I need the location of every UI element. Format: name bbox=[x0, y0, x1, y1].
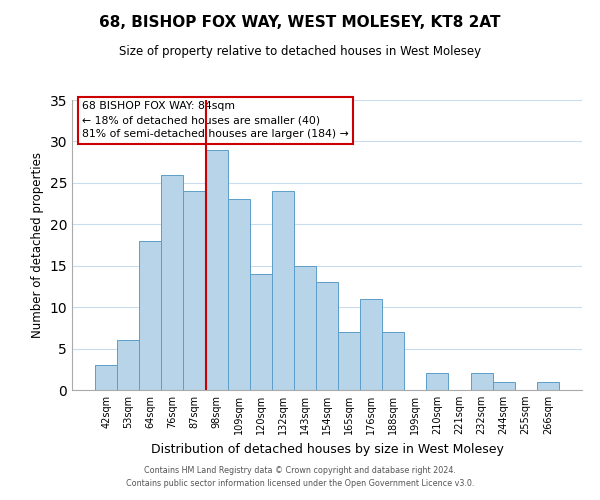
Bar bbox=[382, 332, 404, 390]
Bar bbox=[227, 200, 250, 390]
Bar bbox=[139, 241, 161, 390]
Text: 68, BISHOP FOX WAY, WEST MOLESEY, KT8 2AT: 68, BISHOP FOX WAY, WEST MOLESEY, KT8 2A… bbox=[99, 15, 501, 30]
Bar bbox=[206, 150, 227, 390]
Bar bbox=[272, 191, 294, 390]
Bar bbox=[338, 332, 360, 390]
Bar bbox=[117, 340, 139, 390]
Text: Contains HM Land Registry data © Crown copyright and database right 2024.
Contai: Contains HM Land Registry data © Crown c… bbox=[126, 466, 474, 487]
Bar bbox=[161, 174, 184, 390]
Bar bbox=[360, 299, 382, 390]
Bar bbox=[316, 282, 338, 390]
Text: 68 BISHOP FOX WAY: 84sqm
← 18% of detached houses are smaller (40)
81% of semi-d: 68 BISHOP FOX WAY: 84sqm ← 18% of detach… bbox=[82, 102, 349, 140]
Text: Size of property relative to detached houses in West Molesey: Size of property relative to detached ho… bbox=[119, 45, 481, 58]
Y-axis label: Number of detached properties: Number of detached properties bbox=[31, 152, 44, 338]
Bar bbox=[95, 365, 117, 390]
Bar bbox=[427, 374, 448, 390]
Bar bbox=[294, 266, 316, 390]
Bar bbox=[184, 191, 206, 390]
X-axis label: Distribution of detached houses by size in West Molesey: Distribution of detached houses by size … bbox=[151, 442, 503, 456]
Bar bbox=[493, 382, 515, 390]
Bar bbox=[537, 382, 559, 390]
Bar bbox=[470, 374, 493, 390]
Bar bbox=[250, 274, 272, 390]
